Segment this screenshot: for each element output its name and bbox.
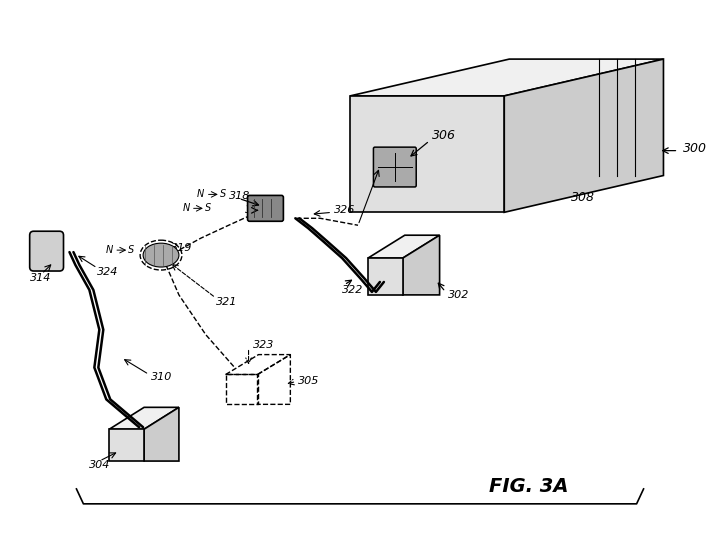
Text: 316: 316 [244,206,266,215]
Text: 300: 300 [684,142,707,155]
Text: 302: 302 [448,290,469,300]
Polygon shape [368,235,440,258]
Text: N: N [106,245,113,255]
Polygon shape [144,407,179,461]
Text: 326: 326 [334,206,355,215]
Text: 306: 306 [432,129,456,142]
Text: S: S [128,245,134,255]
Polygon shape [504,59,663,212]
Text: 308: 308 [571,191,595,204]
Text: 318: 318 [229,191,250,202]
FancyBboxPatch shape [373,147,416,187]
Text: 321: 321 [216,297,237,307]
FancyBboxPatch shape [247,196,283,222]
Polygon shape [403,235,440,295]
Text: S: S [205,203,211,213]
Text: 310: 310 [151,372,172,382]
Text: S: S [220,190,226,199]
Text: 304: 304 [89,460,111,470]
Ellipse shape [143,243,179,267]
Text: N: N [182,203,190,213]
FancyBboxPatch shape [30,231,63,271]
Text: 314: 314 [30,273,51,283]
Text: 305: 305 [298,376,319,386]
Text: FIG. 3A: FIG. 3A [490,477,569,496]
Text: 324: 324 [97,267,119,277]
Text: 322: 322 [342,285,363,295]
Polygon shape [110,429,144,461]
Text: 319: 319 [171,243,193,253]
Polygon shape [368,258,403,295]
Polygon shape [350,96,504,212]
Polygon shape [110,407,179,429]
Text: N: N [197,190,205,199]
Text: 323: 323 [252,339,274,350]
Polygon shape [350,59,663,96]
